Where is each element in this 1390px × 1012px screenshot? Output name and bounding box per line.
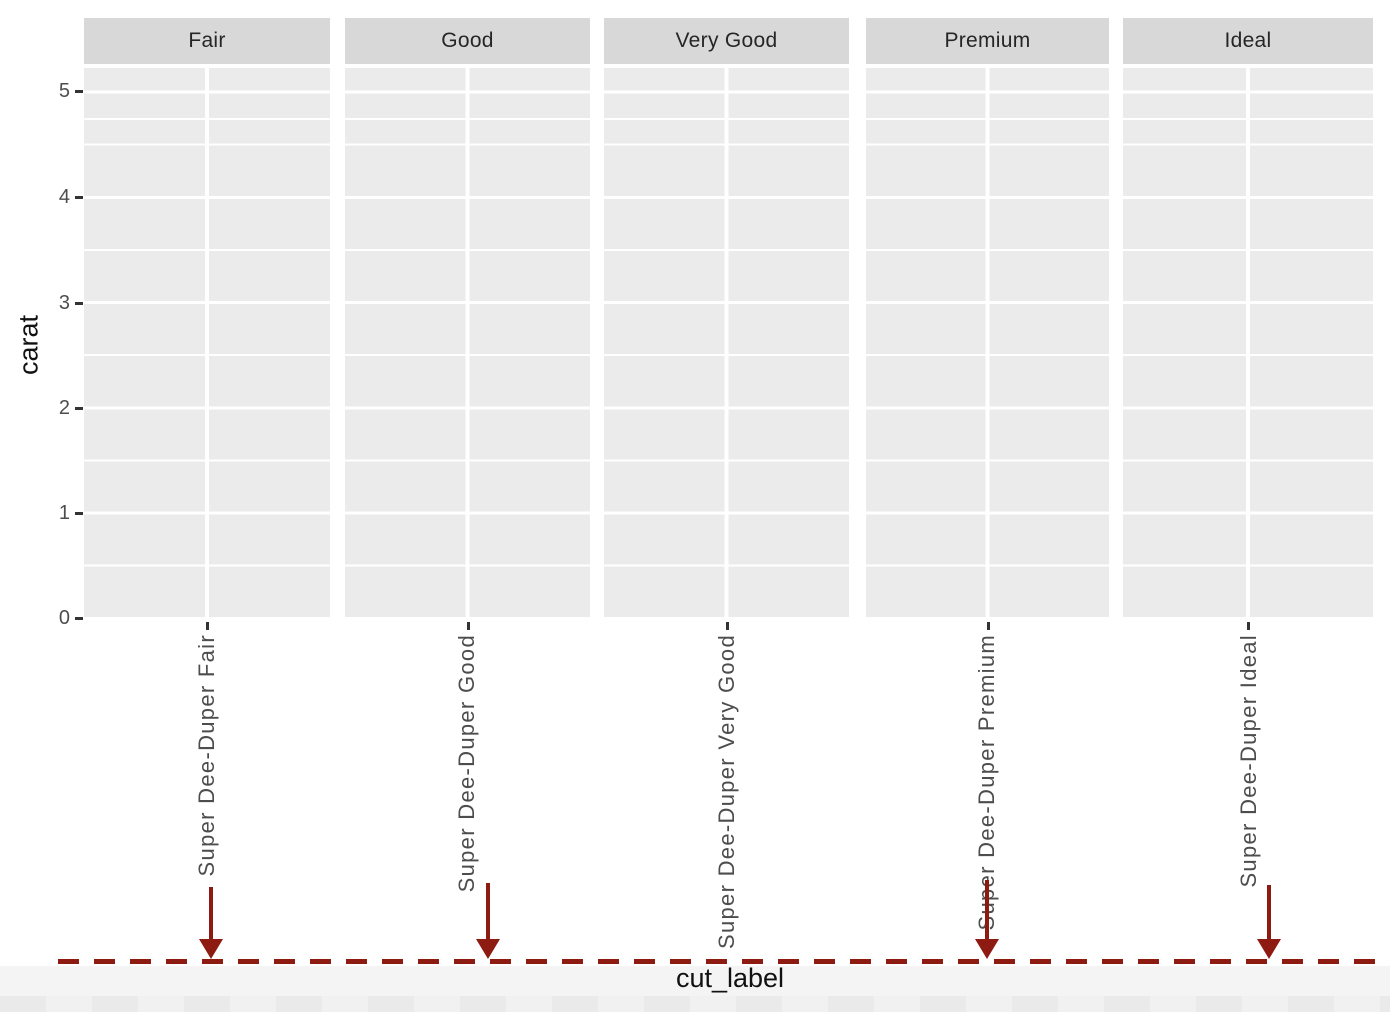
x-tick-mark	[206, 622, 209, 630]
facet-strip: Premium	[866, 18, 1109, 64]
facet-strip: Ideal	[1123, 18, 1373, 64]
x-tick-label: Super Dee-Duper Ideal	[1236, 634, 1261, 888]
y-tick-mark	[75, 407, 83, 410]
facet-ideal: Ideal	[1123, 18, 1373, 630]
x-tick-label-text: Super Dee-Duper Very Good	[714, 634, 739, 949]
facet-panel	[866, 68, 1109, 620]
y-tick-label: 0	[58, 607, 70, 629]
facet-panel	[345, 68, 590, 620]
x-tick-label: Super Dee-Duper Premium	[974, 634, 999, 930]
y-tick-mark	[75, 617, 83, 620]
y-tick-label: 3	[58, 292, 70, 314]
y-tick-mark	[75, 302, 83, 305]
arrow-shaft	[209, 887, 213, 939]
arrow-head-icon	[476, 939, 500, 959]
y-tick-label: 2	[58, 397, 70, 419]
down-arrow-annotation	[975, 880, 999, 959]
y-tick-label: 4	[58, 186, 70, 208]
arrow-head-icon	[1257, 939, 1281, 959]
facet-good: Good	[345, 18, 590, 630]
facet-panel	[1123, 68, 1373, 620]
facet-strip-label: Ideal	[1224, 29, 1272, 52]
x-tick-label: Super Dee-Duper Good	[454, 634, 479, 892]
facet-strip-label: Good	[441, 29, 494, 52]
facet-premium: Premium	[866, 18, 1109, 630]
y-axis-title: carat	[13, 314, 44, 376]
facet-panel	[604, 68, 849, 620]
x-tick-label: Super Dee-Duper Fair	[194, 634, 219, 876]
facet-very-good: Very Good	[604, 18, 849, 630]
x-axis-title: cut_label	[675, 963, 785, 993]
facet-fair: Fair	[84, 18, 330, 630]
x-tick-label-text: Super Dee-Duper Good	[454, 634, 479, 893]
facet-panel	[84, 68, 330, 620]
arrow-shaft	[985, 880, 989, 939]
x-tick-mark	[986, 622, 990, 630]
facet-strip-label: Very Good	[675, 29, 778, 52]
down-arrow-annotation	[1257, 885, 1281, 959]
arrow-head-icon	[199, 939, 223, 959]
y-tick-label: 5	[58, 80, 70, 102]
down-arrow-annotation	[476, 883, 500, 959]
y-tick-mark	[75, 512, 83, 515]
x-tick-mark	[1247, 622, 1250, 630]
x-tick-mark	[466, 622, 470, 630]
arrow-head-icon	[975, 939, 999, 959]
down-arrow-annotation	[199, 887, 223, 959]
facet-strip: Very Good	[604, 18, 849, 64]
x-tick-label: Super Dee-Duper Very Good	[714, 634, 739, 949]
arrow-shaft	[486, 883, 490, 939]
facet-strip: Fair	[84, 18, 330, 64]
y-tick-label: 1	[58, 502, 70, 524]
facet-strip-label: Fair	[188, 29, 226, 52]
x-tick-mark	[725, 622, 729, 630]
arrow-shaft	[1267, 885, 1271, 939]
y-tick-mark	[75, 90, 83, 93]
x-tick-label-text: Super Dee-Duper Ideal	[1236, 634, 1261, 888]
bottom-texture-strip	[0, 996, 1390, 1012]
x-tick-label-text: Super Dee-Duper Fair	[194, 634, 219, 877]
facet-strip: Good	[345, 18, 590, 64]
dashed-annotation-line	[58, 959, 1390, 964]
facet-strip-label: Premium	[944, 29, 1031, 52]
y-tick-mark	[75, 196, 83, 199]
